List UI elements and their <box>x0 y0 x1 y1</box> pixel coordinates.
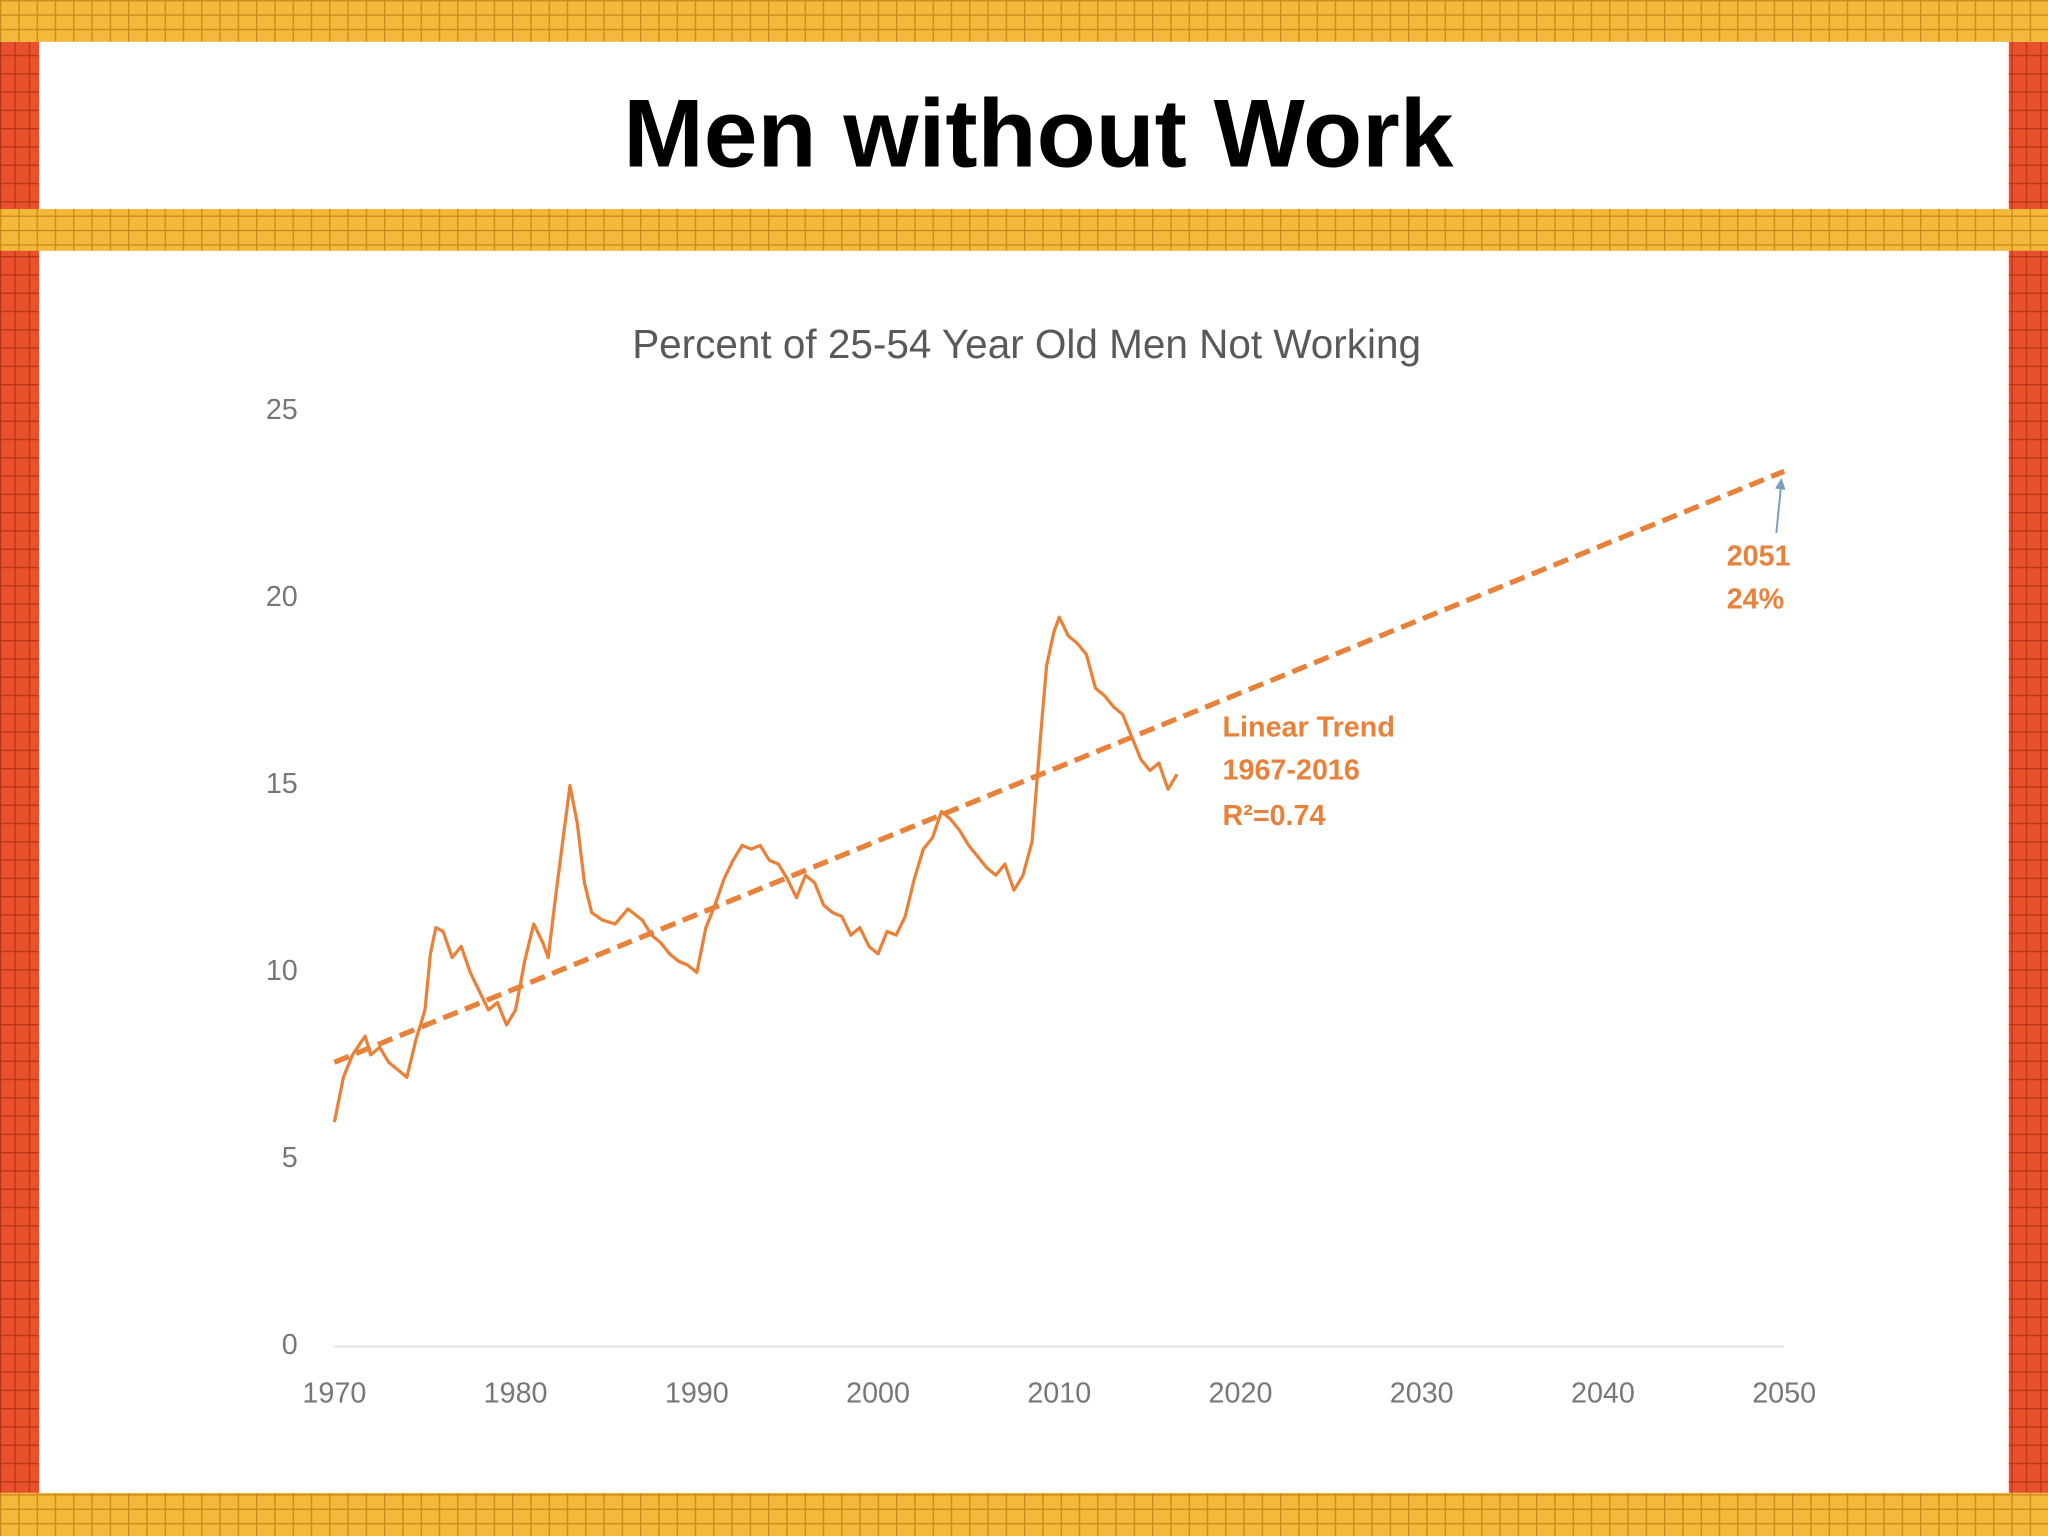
right-border <box>2008 41 2048 1493</box>
chart-title: Percent of 25-54 Year Old Men Not Workin… <box>632 321 1421 367</box>
data-line <box>332 615 1179 1123</box>
x-tick-label: 1980 <box>484 1378 548 1410</box>
x-tick-label: 1970 <box>302 1378 366 1410</box>
x-tick-label: 2000 <box>846 1378 910 1410</box>
left-border <box>0 41 40 1493</box>
y-tick-label: 10 <box>266 955 298 987</box>
annotation: 1967-2016 <box>1223 755 1360 787</box>
annotation: R²=0.74 <box>1223 800 1326 832</box>
bottom-border <box>0 1492 2048 1536</box>
x-tick-label: 2030 <box>1390 1378 1454 1410</box>
arrow-head <box>1775 478 1786 490</box>
x-tick-label: 2020 <box>1209 1378 1273 1410</box>
annotation-arrow <box>1775 480 1783 533</box>
annotation: 24% <box>1727 583 1784 615</box>
slide-title: Men without Work <box>623 81 1454 188</box>
trend-line <box>333 468 1786 1065</box>
y-tick-label: 5 <box>282 1142 298 1174</box>
x-tick-label: 2010 <box>1027 1378 1091 1410</box>
y-tick-label: 25 <box>266 394 298 426</box>
y-tick-label: 15 <box>266 768 298 800</box>
x-tick-label: 1990 <box>665 1378 729 1410</box>
title-divider <box>0 208 2048 251</box>
x-tick-label: 2050 <box>1752 1378 1816 1410</box>
annotation: 2051 <box>1727 540 1791 572</box>
x-tick-label: 2040 <box>1571 1378 1635 1410</box>
y-tick-label: 20 <box>266 581 298 613</box>
annotation: Linear Trend <box>1223 711 1395 743</box>
top-border <box>0 0 2048 42</box>
y-tick-label: 0 <box>282 1329 298 1361</box>
